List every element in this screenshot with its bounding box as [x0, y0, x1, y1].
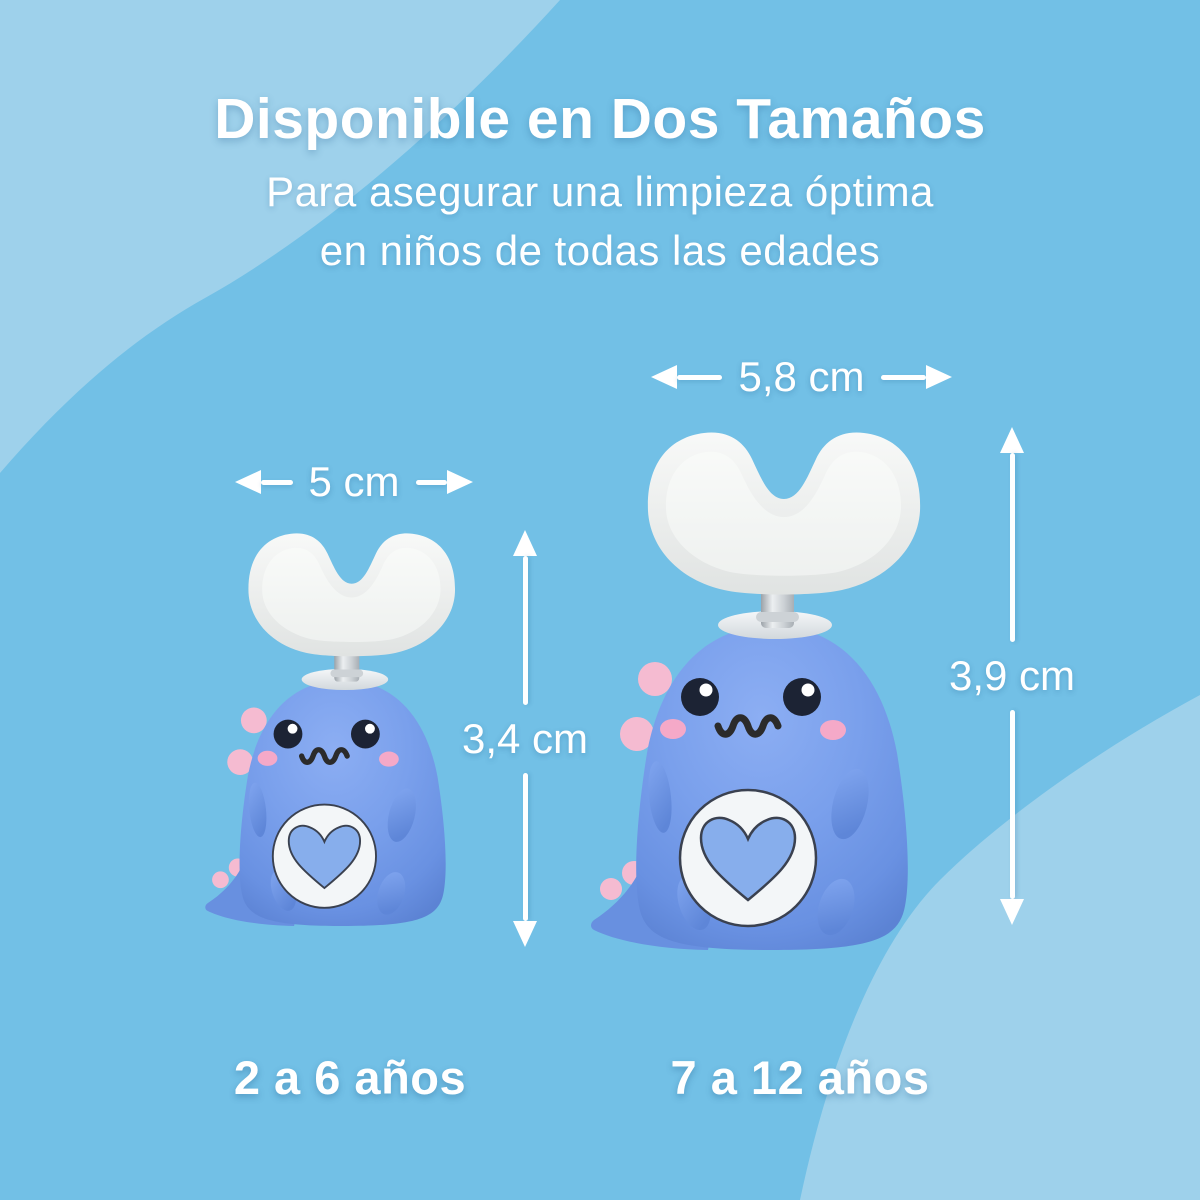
subtitle-line-1: Para asegurar una limpieza óptima [266, 168, 934, 215]
dimension-line [261, 479, 293, 485]
dimension-line [522, 772, 528, 921]
arrow-up-icon [1000, 427, 1024, 453]
subtitle-line-2: en niños de todas las edades [319, 227, 881, 274]
toothbrush-large-illustration [588, 423, 928, 963]
arrow-down-icon [513, 921, 537, 947]
dimension-line [677, 374, 723, 380]
age-label-large: 7 a 12 años [670, 1051, 930, 1104]
dimension-line [880, 374, 927, 380]
height-label-large: 3,9 cm [948, 652, 1076, 699]
dimension-line [1009, 453, 1015, 642]
arrow-right-icon [447, 470, 474, 494]
arrow-left-icon [235, 470, 261, 494]
arrow-up-icon [513, 530, 537, 556]
arrow-right-icon [926, 365, 953, 389]
height-dimension-small: 3,4 cm [445, 530, 605, 947]
dimension-line [1009, 710, 1015, 899]
page-title: Disponible en Dos Tamaños [214, 87, 986, 151]
arrow-down-icon [1000, 899, 1024, 925]
width-dimension-large: 5,8 cm [651, 349, 953, 405]
width-label-small: 5 cm [308, 458, 400, 505]
width-dimension-small: 5 cm [235, 454, 474, 510]
height-dimension-large: 3,9 cm [932, 427, 1092, 925]
dimension-line [522, 556, 528, 705]
height-label-small: 3,4 cm [461, 714, 589, 762]
width-label-large: 5,8 cm [738, 353, 865, 400]
age-label-small: 2 a 6 años [233, 1051, 467, 1104]
toothbrush-small-illustration [203, 526, 461, 936]
dimension-line [415, 479, 448, 485]
arrow-left-icon [651, 365, 677, 389]
